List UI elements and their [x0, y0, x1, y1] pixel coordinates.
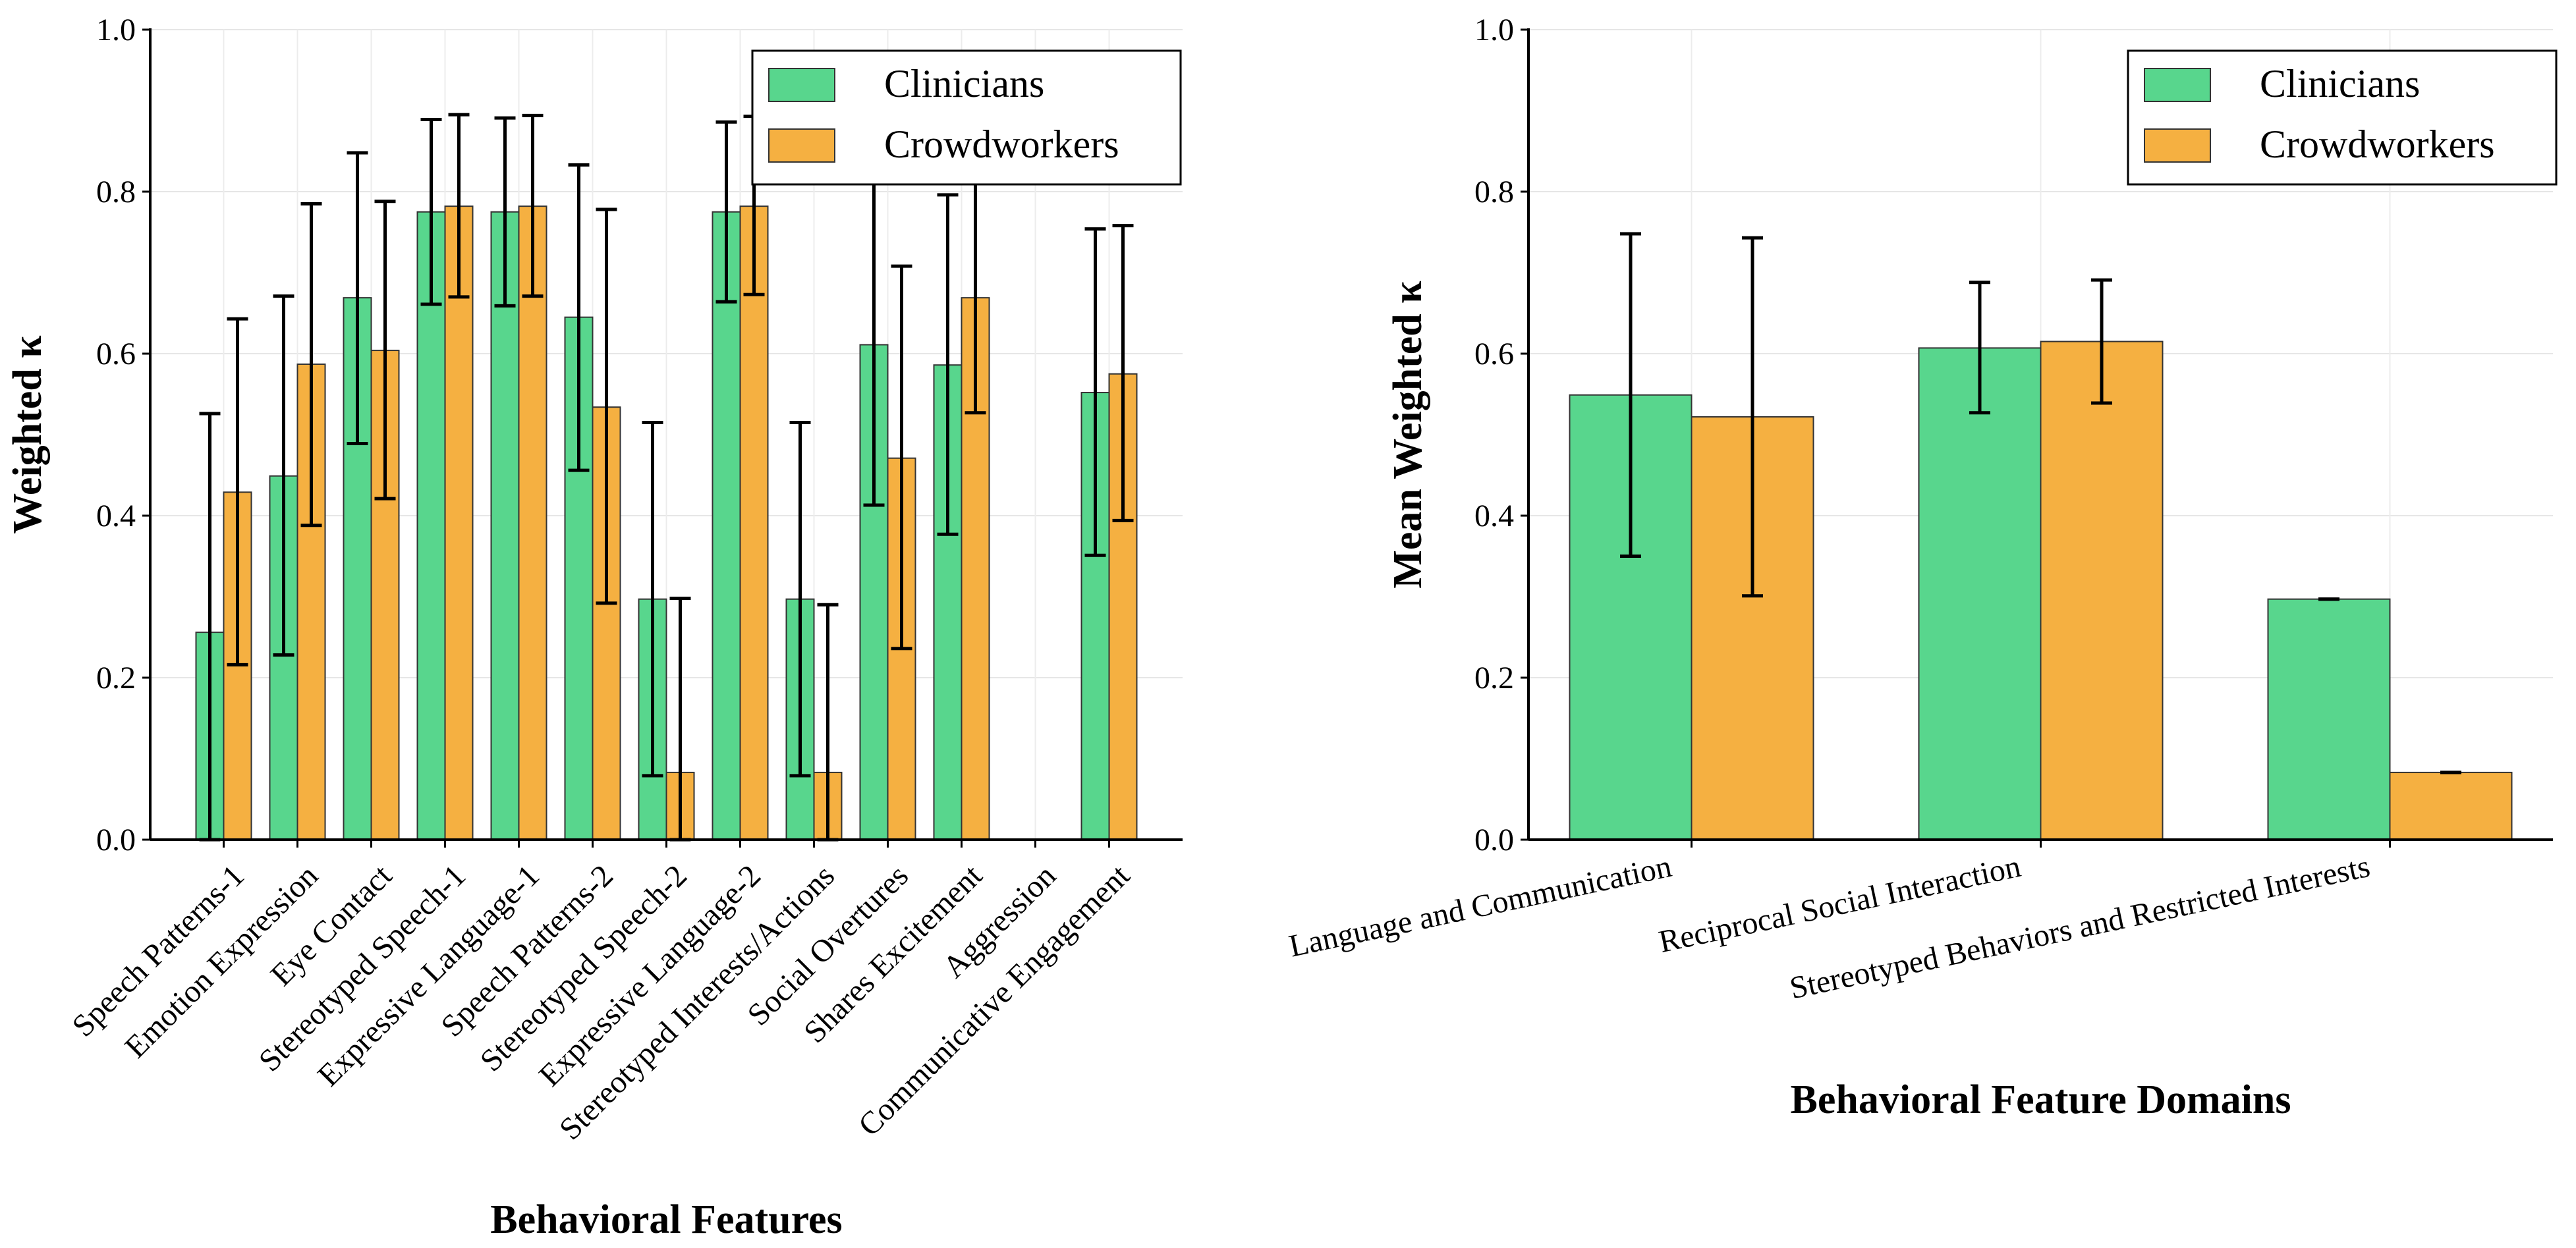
legend-swatch-clinicians [2144, 68, 2211, 102]
y-axis-title: Weighted κ [5, 335, 50, 533]
y-tick-label: 0.6 [1474, 337, 1514, 371]
error-bar-clinicians-language-and-communication [1620, 232, 1641, 558]
error-bar-clinicians-stereotyped-speech-2 [642, 421, 663, 778]
error-bar-clinicians-stereotyped-speech-1 [420, 118, 442, 306]
legend-label-clinicians: Clinicians [2260, 62, 2420, 105]
y-tick-label: 1.0 [1474, 13, 1514, 47]
error-bar-crowdworkers-stereotyped-speech-1 [448, 113, 470, 299]
y-tick-label: 0.6 [96, 337, 136, 371]
y-axis-title: Mean Weighted κ [1386, 281, 1430, 588]
error-bar-clinicians-expressive-language-1 [494, 116, 516, 308]
legend-swatch-crowdworkers [2144, 128, 2211, 163]
legend-swatch-crowdworkers [768, 128, 835, 163]
legend-label-crowdworkers: Crowdworkers [884, 122, 1119, 166]
error-bar-crowdworkers-emotion-expression [300, 202, 322, 528]
error-bar-clinicians-stereotyped-interests-actions [789, 421, 811, 778]
legend-swatch-clinicians [768, 68, 835, 102]
right-chart-domains: 0.0 0.2 0.4 0.6 0.8 1.0 Language and Communica… [1286, 13, 2558, 1122]
bar-crowdworkers-reciprocal-social-interaction [2040, 340, 2164, 840]
legend: Clinicians Crowdworkers [2127, 49, 2558, 186]
bar-clinicians-stereotyped-speech-1 [416, 211, 446, 840]
y-tick-label: 0.0 [1474, 823, 1514, 857]
error-bar-clinicians-expressive-language-2 [715, 120, 737, 304]
error-bar-crowdworkers-eye-contact [374, 200, 396, 501]
error-bar-crowdworkers-speech-patterns-2 [596, 207, 617, 605]
x-axis-title: Behavioral Features [490, 1197, 842, 1242]
y-tick-label: 0.4 [1474, 499, 1514, 533]
y-tick-label: 0.8 [96, 175, 136, 209]
error-bar-crowdworkers-social-overtures [891, 264, 912, 651]
error-bar-crowdworkers-language-and-communication [1742, 236, 1763, 598]
error-bar-clinicians-shares-excitement [937, 193, 959, 536]
bar-clinicians-expressive-language-1 [490, 211, 520, 840]
error-bar-clinicians-communicative-engagement [1084, 227, 1106, 557]
legend: Clinicians Crowdworkers [751, 49, 1182, 186]
bar-clinicians-reciprocal-social-interaction [1918, 347, 2042, 840]
error-bar-clinicians-speech-patterns-2 [568, 163, 590, 472]
y-tick-label: 0.8 [1474, 175, 1514, 209]
bar-clinicians-stereotyped-behaviors-and-restricted-interests [2267, 598, 2391, 840]
error-bar-crowdworkers-communicative-engagement [1112, 224, 1134, 522]
error-bar-crowdworkers-speech-patterns-1 [227, 317, 248, 666]
bar-clinicians-expressive-language-2 [712, 211, 741, 840]
x-axis-title: Behavioral Feature Domains [1790, 1077, 2291, 1122]
error-bar-clinicians-eye-contact [347, 151, 368, 446]
bar-crowdworkers-expressive-language-2 [739, 205, 769, 840]
error-bar-crowdworkers-reciprocal-social-interaction [2091, 278, 2112, 405]
error-bar-crowdworkers-expressive-language-1 [522, 113, 544, 298]
bar-crowdworkers-stereotyped-behaviors-and-restricted-interests [2389, 771, 2513, 841]
x-tick-label: Stereotyped Behaviors and Restricted Int… [1787, 849, 2373, 1006]
error-bar-clinicians-reciprocal-social-interaction [1969, 281, 1990, 415]
y-tick-label: 0.2 [1474, 661, 1514, 695]
legend-label-clinicians: Clinicians [884, 62, 1044, 105]
legend-label-crowdworkers: Crowdworkers [2260, 122, 2495, 166]
y-tick-label: 0.0 [96, 823, 136, 857]
bar-crowdworkers-stereotyped-speech-1 [444, 205, 474, 840]
error-bar-clinicians-emotion-expression [273, 294, 294, 657]
y-tick-label: 1.0 [96, 13, 136, 47]
y-tick-label: 0.2 [96, 661, 136, 695]
x-tick-label: Language and Communication [1286, 849, 1675, 964]
bar-crowdworkers-expressive-language-1 [518, 205, 547, 840]
y-tick-label: 0.4 [96, 499, 136, 533]
